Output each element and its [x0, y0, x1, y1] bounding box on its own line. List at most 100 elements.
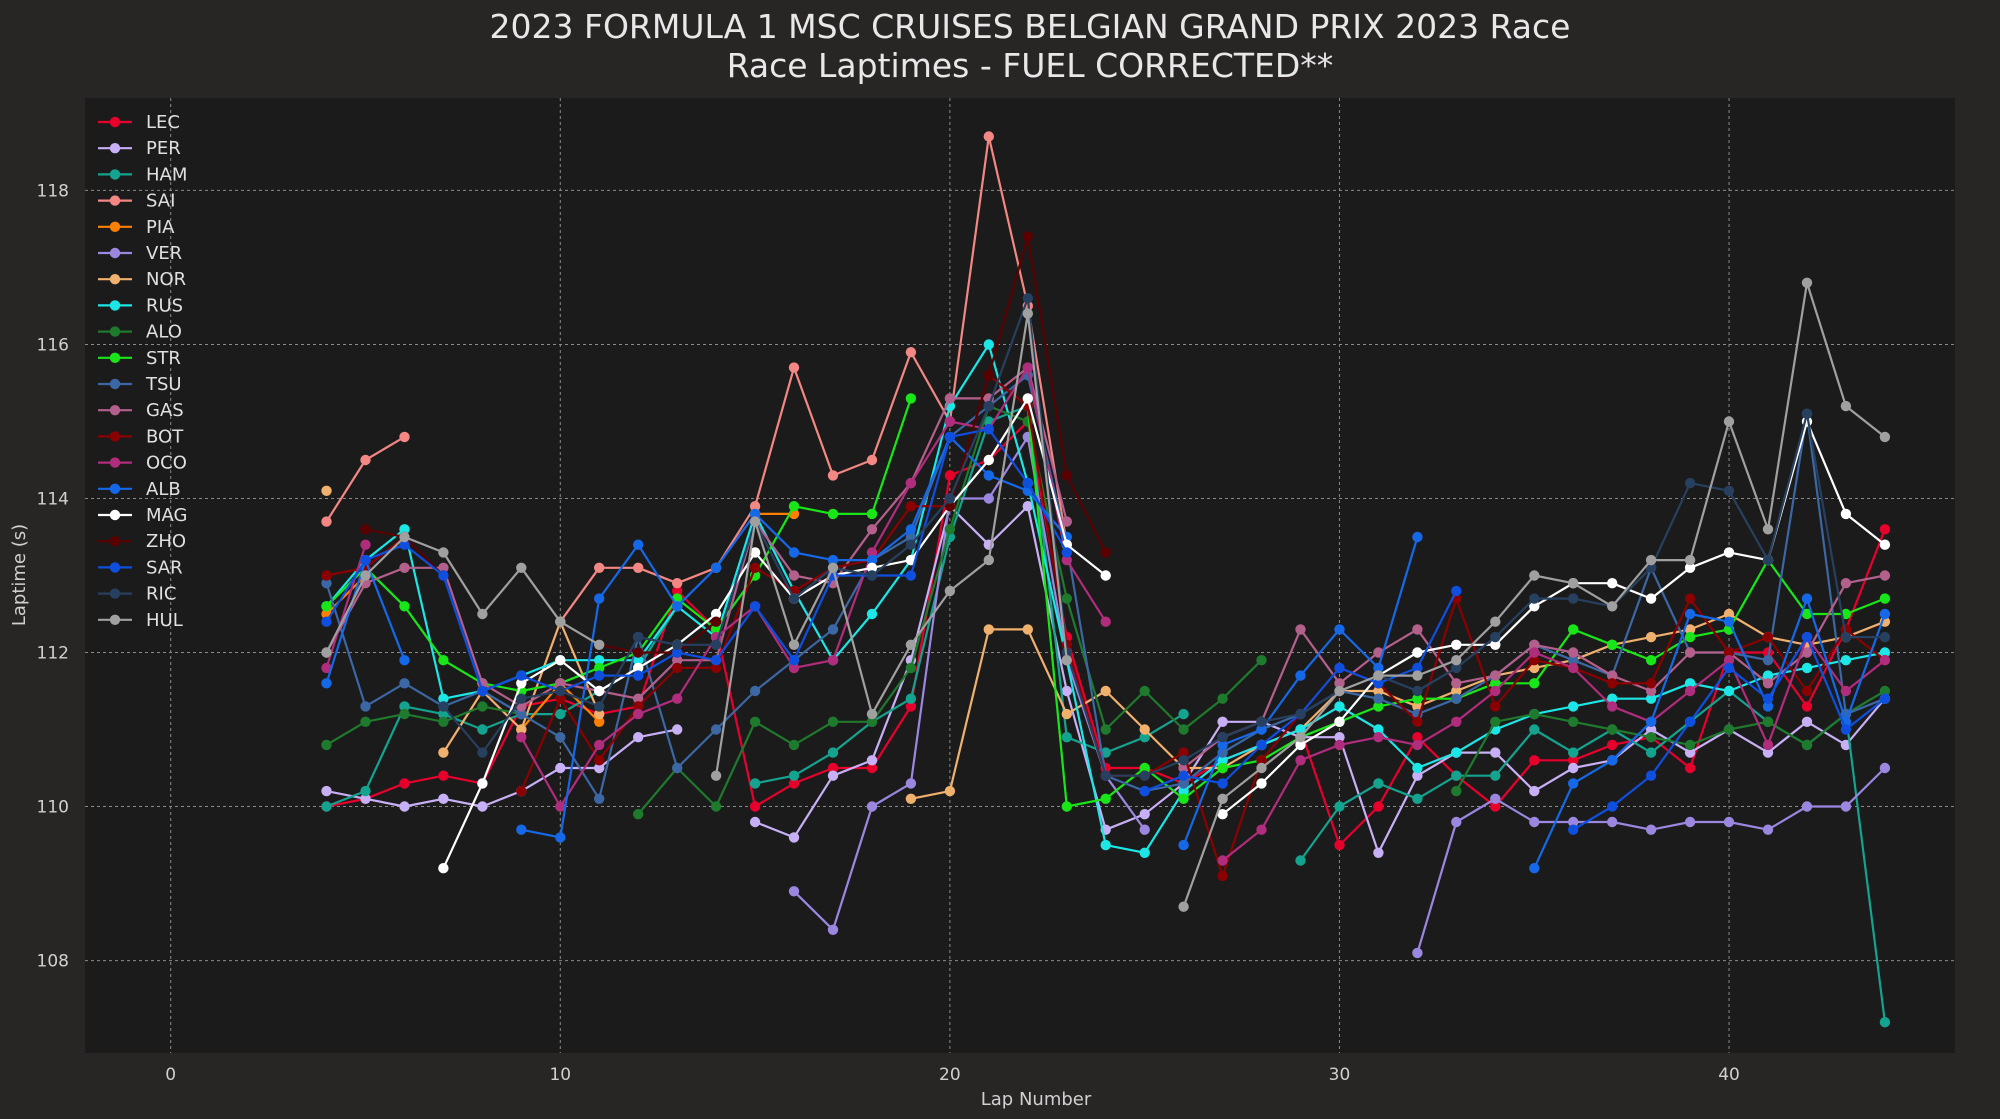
data-point: [555, 678, 566, 689]
data-point: [1412, 693, 1423, 704]
data-point: [1295, 739, 1306, 751]
data-point: [477, 685, 488, 697]
data-point: [827, 770, 839, 781]
data-point: [594, 762, 605, 774]
series-line: [910, 612, 1886, 800]
data-point: [710, 624, 722, 635]
data-point: [1412, 770, 1423, 781]
data-point: [594, 662, 605, 674]
legend-entry: OCO: [98, 453, 187, 474]
legend-label: BOT: [146, 426, 184, 447]
data-point: [1217, 809, 1228, 820]
data-point: [905, 639, 917, 650]
data-point: [1529, 601, 1540, 612]
data-point: [788, 655, 800, 666]
data-point: [321, 516, 332, 527]
data-point: [1100, 839, 1111, 851]
legend-marker: [109, 431, 121, 442]
legend-marker: [109, 195, 121, 206]
legend-entry: PER: [98, 138, 181, 159]
data-point: [1412, 624, 1423, 635]
legend-entry: GAS: [98, 400, 184, 421]
data-point: [438, 562, 449, 573]
data-point: [1801, 662, 1813, 674]
legend-entry: HUL: [98, 610, 183, 631]
series-line: [520, 366, 1107, 808]
data-point: [1256, 824, 1267, 835]
legend-marker: [109, 483, 121, 494]
legend-marker: [109, 274, 121, 285]
data-point: [1217, 716, 1228, 727]
data-point: [1178, 839, 1189, 851]
data-point: [1022, 362, 1033, 373]
data-point: [1529, 662, 1540, 674]
data-point: [1879, 1017, 1891, 1028]
data-point: [360, 785, 371, 797]
data-point: [399, 431, 410, 443]
legend-marker: [109, 352, 121, 363]
series-alo: [321, 400, 1891, 820]
data-point: [983, 454, 994, 466]
data-point: [1256, 778, 1267, 789]
data-point: [983, 424, 994, 435]
data-point: [1879, 524, 1891, 535]
series-line: [442, 397, 1107, 869]
data-point: [710, 662, 722, 674]
data-point: [1256, 762, 1267, 774]
data-point: [672, 724, 683, 735]
data-point: [1373, 662, 1384, 674]
data-point: [866, 608, 878, 620]
series-line: [1221, 635, 1886, 862]
data-point: [594, 685, 605, 697]
data-point: [321, 616, 332, 627]
data-point: [516, 678, 527, 689]
legend-marker: [109, 562, 121, 573]
data-point: [1879, 685, 1891, 697]
data-point: [1645, 655, 1657, 666]
data-point: [1607, 601, 1618, 612]
data-point: [1723, 485, 1735, 496]
data-point: [594, 793, 605, 804]
data-point: [1684, 678, 1696, 689]
data-point: [477, 747, 488, 758]
data-point: [827, 716, 839, 727]
data-point: [1412, 670, 1423, 681]
data-point: [1373, 732, 1384, 743]
data-point: [944, 524, 956, 535]
data-point: [1529, 816, 1540, 828]
data-point: [1100, 770, 1111, 781]
data-point: [983, 370, 994, 381]
legend-label: LEC: [146, 112, 180, 133]
data-point: [321, 647, 332, 658]
legend-marker: [109, 378, 121, 390]
data-point: [594, 701, 605, 712]
data-point: [1762, 701, 1774, 712]
series-line: [325, 705, 522, 746]
data-point: [1840, 685, 1852, 697]
data-point: [1762, 693, 1774, 704]
data-point: [321, 578, 332, 589]
data-point: [1295, 624, 1306, 635]
data-point: [1061, 685, 1073, 697]
series-line: [442, 297, 1885, 777]
data-point: [1100, 547, 1111, 558]
data-point: [749, 778, 761, 789]
data-point: [399, 655, 410, 666]
data-point: [1217, 762, 1228, 774]
data-point: [1334, 701, 1345, 712]
data-point: [1217, 693, 1228, 704]
legend-entry: ZHO: [98, 531, 186, 552]
data-point: [360, 454, 371, 466]
data-point: [1373, 685, 1384, 697]
data-point: [1451, 639, 1462, 650]
data-point: [866, 755, 878, 766]
data-point: [555, 616, 566, 627]
data-point: [1373, 701, 1384, 712]
data-point: [983, 554, 994, 566]
legend-entry: RIC: [98, 584, 176, 605]
data-point: [905, 778, 917, 789]
data-point: [1139, 724, 1150, 735]
data-point: [1022, 231, 1033, 242]
data-point: [710, 639, 722, 650]
data-point: [594, 670, 605, 681]
